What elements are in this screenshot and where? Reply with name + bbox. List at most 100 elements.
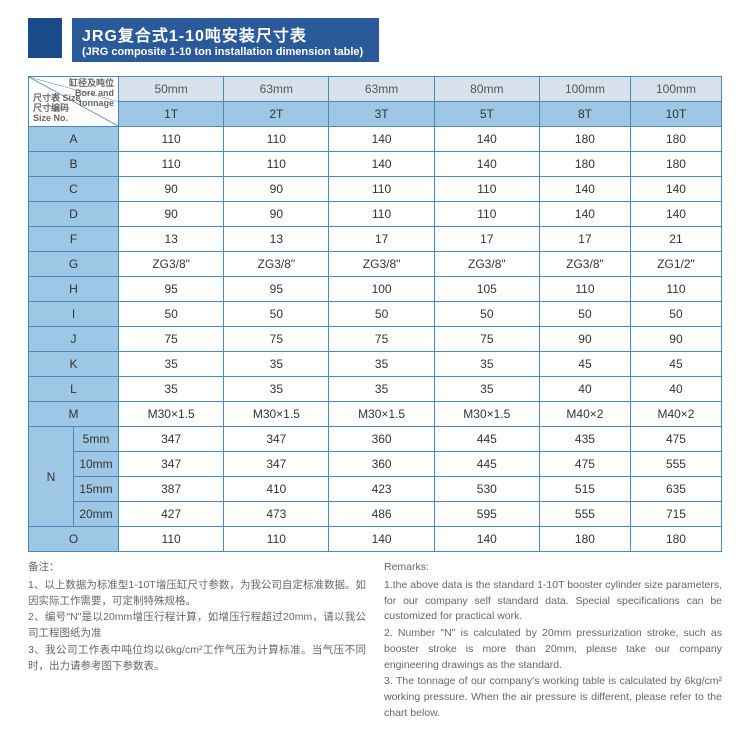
cell: 45 bbox=[630, 352, 721, 377]
cell: 110 bbox=[119, 527, 224, 552]
cell: 180 bbox=[539, 527, 630, 552]
cell: 90 bbox=[224, 177, 329, 202]
cell: 90 bbox=[224, 202, 329, 227]
row-subkey: 5mm bbox=[74, 427, 119, 452]
cell: 35 bbox=[329, 352, 434, 377]
cell: 435 bbox=[539, 427, 630, 452]
cell: 50 bbox=[630, 302, 721, 327]
cell: 90 bbox=[119, 177, 224, 202]
cell: 90 bbox=[539, 327, 630, 352]
cell: 140 bbox=[434, 527, 539, 552]
cell: 387 bbox=[119, 477, 224, 502]
table-row: I505050505050 bbox=[29, 302, 722, 327]
table-row: D9090110110140140 bbox=[29, 202, 722, 227]
cell: 347 bbox=[119, 452, 224, 477]
row-key: A bbox=[29, 127, 119, 152]
table-row: B110110140140180180 bbox=[29, 152, 722, 177]
remark-item: 1、以上数据为标准型1-10T增压缸尺寸参数，为我公司自定标准数据。如因实际工作… bbox=[28, 578, 366, 610]
row-subkey: 15mm bbox=[74, 477, 119, 502]
cell: 105 bbox=[434, 277, 539, 302]
table-row: GZG3/8"ZG3/8"ZG3/8"ZG3/8"ZG3/8"ZG1/2" bbox=[29, 252, 722, 277]
cell: 95 bbox=[119, 277, 224, 302]
cell: 445 bbox=[434, 427, 539, 452]
cell: 110 bbox=[119, 152, 224, 177]
cell: 140 bbox=[329, 527, 434, 552]
cell: 180 bbox=[630, 152, 721, 177]
cell: 423 bbox=[329, 477, 434, 502]
cell: 180 bbox=[630, 127, 721, 152]
cell: 180 bbox=[539, 152, 630, 177]
cell: 595 bbox=[434, 502, 539, 527]
cell: 21 bbox=[630, 227, 721, 252]
header-row-ton: 1T 2T 3T 5T 8T 10T bbox=[29, 102, 722, 127]
col-ton: 5T bbox=[434, 102, 539, 127]
row-key-group: N bbox=[29, 427, 74, 527]
table-row: O 110 110 140 140 180 180 bbox=[29, 527, 722, 552]
remark-item: 2、编号"N"是以20mm增压行程计算，如增压行程超过20mm，请以我公司工程图… bbox=[28, 610, 366, 642]
remarks-cn: 备注： 1、以上数据为标准型1-10T增压缸尺寸参数，为我公司自定标准数据。如因… bbox=[28, 560, 366, 723]
cell: 110 bbox=[329, 177, 434, 202]
cell: 50 bbox=[434, 302, 539, 327]
cell: 410 bbox=[224, 477, 329, 502]
diag-bot: 尺寸表 Size 尺寸编码Size No. bbox=[33, 94, 81, 124]
cell: 473 bbox=[224, 502, 329, 527]
cell: 17 bbox=[329, 227, 434, 252]
row-key: O bbox=[29, 527, 119, 552]
remarks-cn-head: 备注： bbox=[28, 560, 366, 576]
cell: 50 bbox=[224, 302, 329, 327]
col-mm: 100mm bbox=[630, 77, 721, 102]
cell: 635 bbox=[630, 477, 721, 502]
cell: M30×1.5 bbox=[119, 402, 224, 427]
table-row: H9595100105110110 bbox=[29, 277, 722, 302]
cell: 40 bbox=[630, 377, 721, 402]
title-bar: JRG复合式1-10吨安装尺寸表 (JRG composite 1-10 ton… bbox=[28, 18, 722, 62]
table-row: 10mm347347360445475555 bbox=[29, 452, 722, 477]
cell: ZG1/2" bbox=[630, 252, 721, 277]
col-mm: 80mm bbox=[434, 77, 539, 102]
cell: 110 bbox=[224, 127, 329, 152]
title-text: JRG复合式1-10吨安装尺寸表 (JRG composite 1-10 ton… bbox=[72, 18, 379, 62]
cell: 530 bbox=[434, 477, 539, 502]
table-row: A110110140140180180 bbox=[29, 127, 722, 152]
table-row: 20mm427473486595555715 bbox=[29, 502, 722, 527]
cell: 100 bbox=[329, 277, 434, 302]
remarks-en-head: Remarks: bbox=[384, 560, 722, 576]
cell: 360 bbox=[329, 452, 434, 477]
cell: ZG3/8" bbox=[224, 252, 329, 277]
table-row: MM30×1.5M30×1.5M30×1.5M30×1.5M40×2M40×2 bbox=[29, 402, 722, 427]
cell: 347 bbox=[224, 427, 329, 452]
cell: 180 bbox=[630, 527, 721, 552]
cell: ZG3/8" bbox=[329, 252, 434, 277]
cell: 347 bbox=[224, 452, 329, 477]
cell: 110 bbox=[434, 177, 539, 202]
cell: 555 bbox=[630, 452, 721, 477]
remarks: 备注： 1、以上数据为标准型1-10T增压缸尺寸参数，为我公司自定标准数据。如因… bbox=[28, 560, 722, 723]
cell: 475 bbox=[539, 452, 630, 477]
col-mm: 100mm bbox=[539, 77, 630, 102]
cell: M30×1.5 bbox=[224, 402, 329, 427]
col-ton: 8T bbox=[539, 102, 630, 127]
cell: 715 bbox=[630, 502, 721, 527]
row-key: J bbox=[29, 327, 119, 352]
table-row: F131317171721 bbox=[29, 227, 722, 252]
row-key: B bbox=[29, 152, 119, 177]
cell: M30×1.5 bbox=[434, 402, 539, 427]
cell: 110 bbox=[434, 202, 539, 227]
col-ton: 3T bbox=[329, 102, 434, 127]
cell: 110 bbox=[329, 202, 434, 227]
cell: 35 bbox=[434, 377, 539, 402]
row-key: C bbox=[29, 177, 119, 202]
cell: 110 bbox=[224, 527, 329, 552]
cell: 35 bbox=[224, 377, 329, 402]
row-key: I bbox=[29, 302, 119, 327]
remark-item: 3、我公司工作表中吨位均以6kg/cm²工作气压为计算标准。当气压不同时，出力请… bbox=[28, 643, 366, 675]
header-row-mm: 缸径及吨位Bore andtonnage 尺寸表 Size 尺寸编码Size N… bbox=[29, 77, 722, 102]
cell: 50 bbox=[329, 302, 434, 327]
cell: 45 bbox=[539, 352, 630, 377]
cell: 445 bbox=[434, 452, 539, 477]
col-ton: 1T bbox=[119, 102, 224, 127]
remark-item: 1.the above data is the standard 1-10T b… bbox=[384, 578, 722, 625]
cell: 90 bbox=[119, 202, 224, 227]
cell: 50 bbox=[119, 302, 224, 327]
cell: 110 bbox=[224, 152, 329, 177]
